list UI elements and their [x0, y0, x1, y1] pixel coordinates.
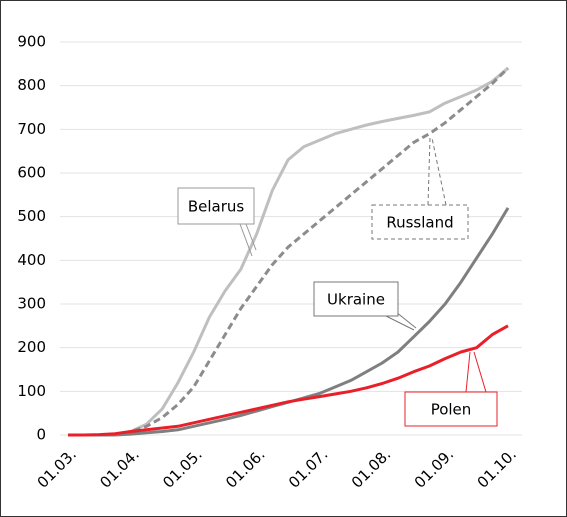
y-tick-label: 0: [36, 426, 46, 444]
legend-label: Polen: [431, 401, 472, 419]
y-tick-label: 600: [17, 164, 46, 182]
y-tick-label: 800: [17, 76, 46, 94]
y-tick-label: 200: [17, 338, 46, 356]
y-tick-label: 900: [17, 33, 46, 51]
leader-line: [473, 351, 487, 393]
leader-line: [385, 315, 415, 331]
y-tick-label: 700: [17, 120, 46, 138]
label-box: [371, 204, 469, 240]
series-line: [68, 67, 509, 437]
legend-label: Russland: [386, 214, 453, 232]
label-box: [313, 281, 399, 317]
label-box: [404, 391, 498, 427]
leader-line: [245, 223, 257, 251]
y-tick-label: 500: [17, 207, 46, 225]
leader-line: [395, 311, 417, 329]
series-line: [68, 324, 509, 437]
legend-label: Ukraine: [327, 291, 385, 309]
label-box: [177, 187, 255, 225]
leader-line: [465, 351, 471, 393]
y-tick-label: 300: [17, 295, 46, 313]
leader-line: [239, 223, 253, 257]
y-tick-label: 100: [17, 382, 46, 400]
series-line: [68, 67, 510, 437]
legend-label: Belarus: [188, 198, 245, 216]
leader-line: [431, 137, 447, 206]
y-tick-label: 400: [17, 251, 46, 269]
